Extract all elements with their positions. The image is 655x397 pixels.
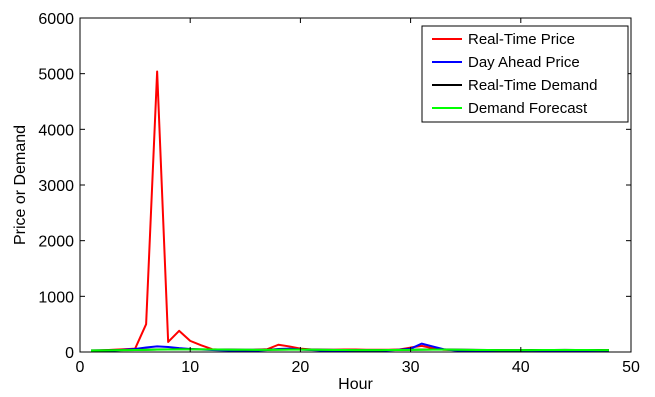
y-tick-label-6: 6000 — [38, 11, 74, 28]
legend-label-0: Real-Time Price — [468, 31, 575, 48]
x-axis-label: Hour — [338, 376, 373, 392]
x-tick-label-5: 50 — [622, 359, 640, 376]
ticks-layer: 0 10 20 30 40 50 0 1000 2000 3000 4000 5000 6000 — [38, 11, 640, 376]
y-tick-label-4: 4000 — [38, 122, 74, 139]
legend-label-3: Demand Forecast — [468, 100, 588, 117]
y-tick-label-0: 0 — [65, 345, 74, 362]
legend-label-2: Real-Time Demand — [468, 77, 598, 94]
x-tick-label-0: 0 — [76, 359, 85, 376]
x-tick-label-4: 40 — [512, 359, 530, 376]
y-tick-label-2: 2000 — [38, 234, 74, 251]
series-line-3 — [91, 348, 609, 352]
x-tick-label-1: 10 — [181, 359, 199, 376]
y-tick-label-3: 3000 — [38, 178, 74, 195]
y-tick-label-1: 1000 — [38, 289, 74, 306]
legend: Real-Time Price Day Ahead Price Real-Time … — [421, 25, 629, 123]
x-tick-label-3: 30 — [402, 359, 420, 376]
legend-box — [421, 25, 629, 123]
y-axis-label: Price or Demand — [12, 125, 29, 245]
legend-label-1: Day Ahead Price — [468, 54, 580, 71]
series-layer — [90, 70, 609, 353]
x-tick-label-2: 20 — [292, 359, 310, 376]
y-tick-label-5: 5000 — [38, 67, 74, 84]
